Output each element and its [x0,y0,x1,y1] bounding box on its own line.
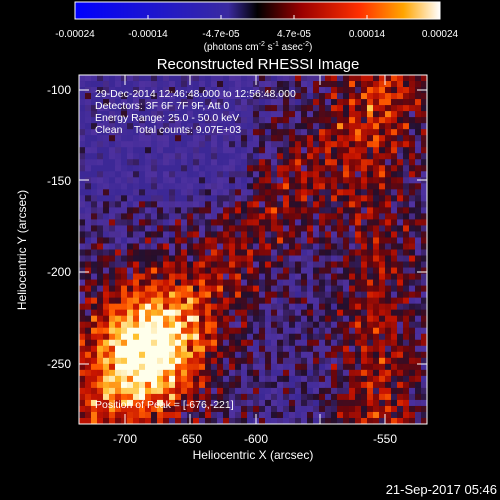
y-tick-label-0: -100 [47,83,71,97]
colorbar-tick-label-0: -0.00024 [55,29,95,40]
observation-info: 29-Dec-2014 12:46:48.000 to 12:56:48.000… [95,88,296,136]
x-tick-label-2: -600 [244,432,268,446]
colorbar-ticks [74,15,441,19]
plot-title: Reconstructed RHESSI Image [157,56,360,73]
timestamp: 21-Sep-2017 05:46 [386,482,497,497]
y-tick-label-1: -150 [47,174,71,188]
colorbar: -0.00024 -0.00014 -4.7e-05 4.7e-05 0.000… [55,1,459,53]
colorbar-tick-label-1: -0.00014 [128,29,168,40]
colorbar-tick-label-5: 0.00024 [422,29,459,40]
colorbar-tick-label-4: 0.00014 [349,29,386,40]
info-line-detectors: Detectors: 3F 6F 7F 9F, Att 0 [95,100,229,112]
info-line-time: 29-Dec-2014 12:46:48.000 to 12:56:48.000 [95,88,296,100]
y-tick-label-2: -200 [47,265,71,279]
solar-image [79,75,428,425]
y-tick-label-3: -250 [47,357,71,371]
x-tick-label-3: -550 [373,432,397,446]
peak-position-label: Position of Peak = [-676,-221] [95,399,234,411]
colorbar-gradient [74,1,441,20]
x-axis-label: Heliocentric X (arcsec) [193,448,314,462]
y-axis-ticks [79,89,427,365]
info-line-counts: Clean Total counts: 9.07E+03 [95,124,241,136]
image-pixels [79,75,428,425]
x-axis-ticks [124,75,386,424]
colorbar-units: (photons cm-2 s-1 asec-2) [204,41,313,53]
y-axis-label: Heliocentric Y (arcsec) [15,190,29,310]
x-tick-label-0: -700 [113,432,137,446]
colorbar-tick-label-3: 4.7e-05 [277,29,311,40]
x-tick-label-1: -650 [178,432,202,446]
plot-frame [78,74,428,425]
info-line-energy: Energy Range: 25.0 - 50.0 keV [95,112,239,124]
colorbar-tick-label-2: -4.7e-05 [202,29,240,40]
